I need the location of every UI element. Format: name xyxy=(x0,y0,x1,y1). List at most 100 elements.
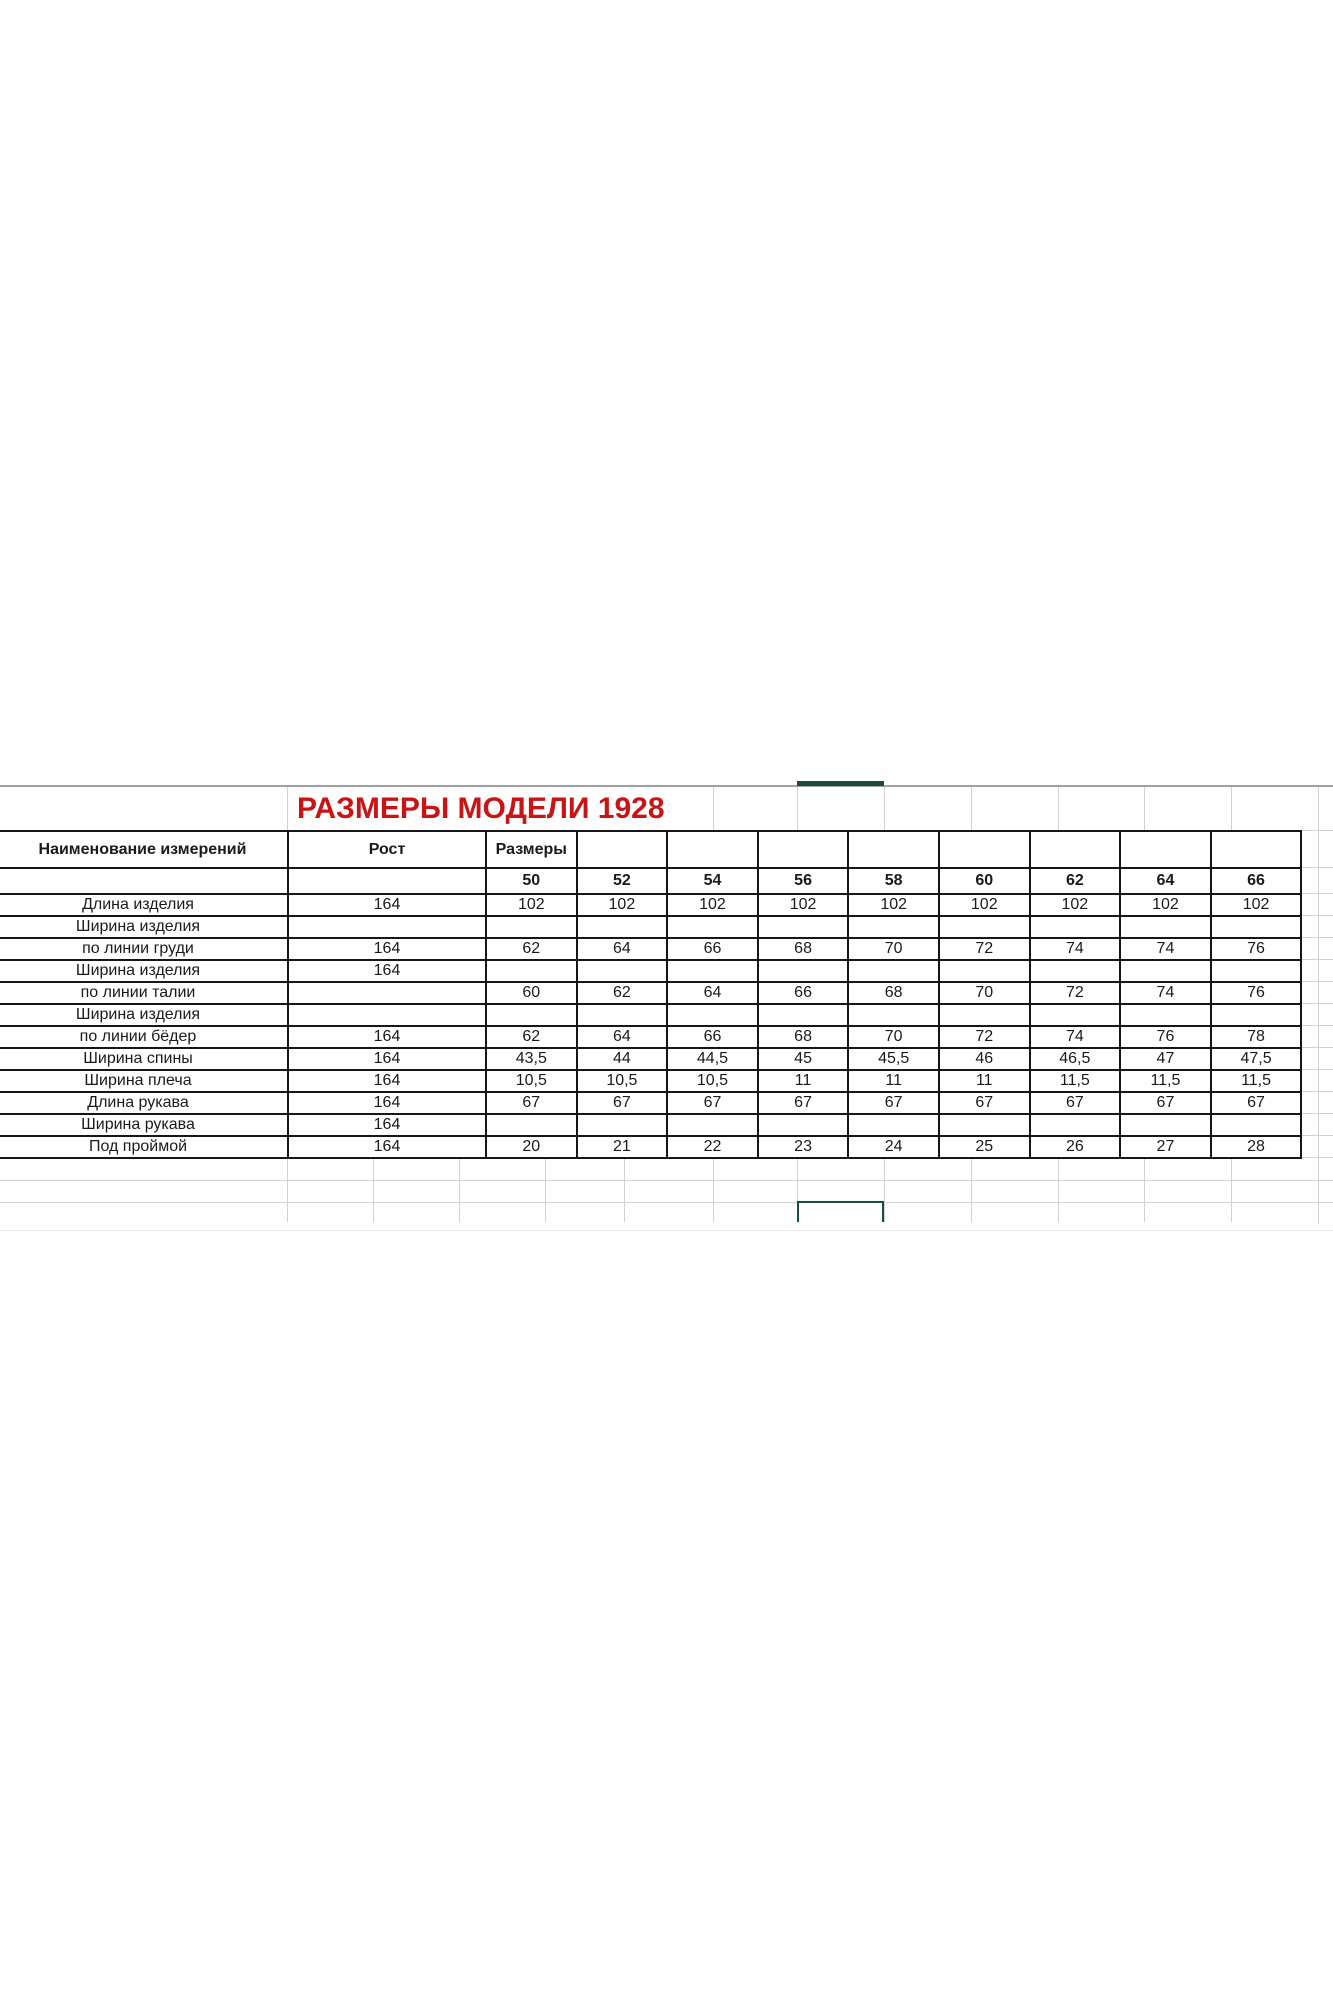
value-cell[interactable]: 68 xyxy=(756,937,850,961)
value-cell[interactable] xyxy=(575,1113,669,1137)
value-cell[interactable]: 67 xyxy=(485,1091,578,1115)
value-cell[interactable]: 45,5 xyxy=(847,1047,940,1071)
size-column-header[interactable]: 60 xyxy=(937,867,1031,895)
size-column-header[interactable]: 54 xyxy=(666,867,759,895)
empty-cell[interactable] xyxy=(666,830,759,869)
value-cell[interactable] xyxy=(485,915,578,939)
rost-cell[interactable]: 164 xyxy=(287,1135,487,1159)
value-cell[interactable]: 67 xyxy=(1119,1091,1212,1115)
value-cell[interactable] xyxy=(1209,959,1303,983)
value-cell[interactable] xyxy=(666,915,759,939)
row-label-cell[interactable]: Длина изделия xyxy=(0,893,289,917)
row-label-cell[interactable]: Ширина спины xyxy=(0,1047,289,1071)
value-cell[interactable]: 11 xyxy=(756,1069,850,1093)
value-cell[interactable] xyxy=(756,1003,850,1027)
value-cell[interactable]: 64 xyxy=(575,937,669,961)
value-cell[interactable] xyxy=(666,1113,759,1137)
value-cell[interactable]: 67 xyxy=(756,1091,850,1115)
value-cell[interactable] xyxy=(937,915,1031,939)
empty-cell[interactable] xyxy=(1119,830,1212,869)
value-cell[interactable]: 47 xyxy=(1119,1047,1212,1071)
rost-cell[interactable] xyxy=(287,915,487,939)
value-cell[interactable]: 24 xyxy=(847,1135,940,1159)
empty-cell[interactable] xyxy=(287,867,487,895)
value-cell[interactable]: 43,5 xyxy=(485,1047,578,1071)
rost-cell[interactable] xyxy=(287,1003,487,1027)
size-column-header[interactable]: 58 xyxy=(847,867,940,895)
value-cell[interactable]: 102 xyxy=(666,893,759,917)
value-cell[interactable]: 62 xyxy=(575,981,669,1005)
row-label-cell[interactable]: Ширина плеча xyxy=(0,1069,289,1093)
value-cell[interactable]: 26 xyxy=(1028,1135,1122,1159)
header-sizes-cell[interactable]: Размеры xyxy=(485,830,578,869)
rost-cell[interactable]: 164 xyxy=(287,1091,487,1115)
value-cell[interactable] xyxy=(485,1003,578,1027)
value-cell[interactable]: 44 xyxy=(575,1047,669,1071)
value-cell[interactable]: 70 xyxy=(847,1025,940,1049)
value-cell[interactable]: 10,5 xyxy=(666,1069,759,1093)
value-cell[interactable]: 21 xyxy=(575,1135,669,1159)
value-cell[interactable] xyxy=(847,959,940,983)
value-cell[interactable]: 64 xyxy=(575,1025,669,1049)
value-cell[interactable]: 46,5 xyxy=(1028,1047,1122,1071)
value-cell[interactable]: 74 xyxy=(1028,937,1122,961)
page-title[interactable]: РАЗМЕРЫ МОДЕЛИ 1928 xyxy=(297,792,665,825)
value-cell[interactable]: 11 xyxy=(847,1069,940,1093)
value-cell[interactable]: 68 xyxy=(756,1025,850,1049)
value-cell[interactable]: 102 xyxy=(937,893,1031,917)
rost-cell[interactable]: 164 xyxy=(287,1025,487,1049)
value-cell[interactable]: 74 xyxy=(1028,1025,1122,1049)
value-cell[interactable]: 74 xyxy=(1119,981,1212,1005)
value-cell[interactable] xyxy=(756,959,850,983)
empty-cell[interactable] xyxy=(937,830,1031,869)
empty-cell[interactable] xyxy=(1028,830,1122,869)
value-cell[interactable]: 70 xyxy=(937,981,1031,1005)
row-label-cell[interactable]: Ширина рукава xyxy=(0,1113,289,1137)
value-cell[interactable]: 10,5 xyxy=(485,1069,578,1093)
value-cell[interactable]: 68 xyxy=(847,981,940,1005)
value-cell[interactable] xyxy=(575,959,669,983)
value-cell[interactable]: 62 xyxy=(485,1025,578,1049)
value-cell[interactable]: 27 xyxy=(1119,1135,1212,1159)
value-cell[interactable] xyxy=(847,915,940,939)
size-column-header[interactable]: 56 xyxy=(756,867,850,895)
size-column-header[interactable]: 52 xyxy=(575,867,669,895)
value-cell[interactable]: 76 xyxy=(1119,1025,1212,1049)
value-cell[interactable]: 72 xyxy=(1028,981,1122,1005)
value-cell[interactable]: 102 xyxy=(575,893,669,917)
rost-cell[interactable] xyxy=(287,981,487,1005)
row-label-cell[interactable]: Ширина изделия xyxy=(0,1003,289,1027)
value-cell[interactable]: 70 xyxy=(847,937,940,961)
row-label-cell[interactable]: Длина рукава xyxy=(0,1091,289,1115)
value-cell[interactable] xyxy=(485,1113,578,1137)
value-cell[interactable] xyxy=(756,1113,850,1137)
rost-cell[interactable]: 164 xyxy=(287,893,487,917)
value-cell[interactable] xyxy=(1028,915,1122,939)
value-cell[interactable] xyxy=(666,959,759,983)
value-cell[interactable] xyxy=(1209,915,1303,939)
value-cell[interactable]: 10,5 xyxy=(575,1069,669,1093)
value-cell[interactable]: 66 xyxy=(666,937,759,961)
rost-cell[interactable]: 164 xyxy=(287,1069,487,1093)
value-cell[interactable]: 23 xyxy=(756,1135,850,1159)
row-label-cell[interactable]: по линии бёдер xyxy=(0,1025,289,1049)
value-cell[interactable] xyxy=(1209,1003,1303,1027)
value-cell[interactable]: 72 xyxy=(937,937,1031,961)
value-cell[interactable]: 76 xyxy=(1209,981,1303,1005)
value-cell[interactable]: 102 xyxy=(485,893,578,917)
value-cell[interactable] xyxy=(1209,1113,1303,1137)
value-cell[interactable] xyxy=(847,1003,940,1027)
value-cell[interactable]: 22 xyxy=(666,1135,759,1159)
value-cell[interactable] xyxy=(575,915,669,939)
value-cell[interactable]: 25 xyxy=(937,1135,1031,1159)
value-cell[interactable]: 67 xyxy=(575,1091,669,1115)
value-cell[interactable] xyxy=(937,1003,1031,1027)
value-cell[interactable] xyxy=(1028,959,1122,983)
value-cell[interactable]: 76 xyxy=(1209,937,1303,961)
value-cell[interactable]: 102 xyxy=(847,893,940,917)
value-cell[interactable]: 62 xyxy=(485,937,578,961)
value-cell[interactable]: 67 xyxy=(1028,1091,1122,1115)
row-label-cell[interactable]: по линии груди xyxy=(0,937,289,961)
value-cell[interactable]: 102 xyxy=(756,893,850,917)
rost-cell[interactable]: 164 xyxy=(287,937,487,961)
